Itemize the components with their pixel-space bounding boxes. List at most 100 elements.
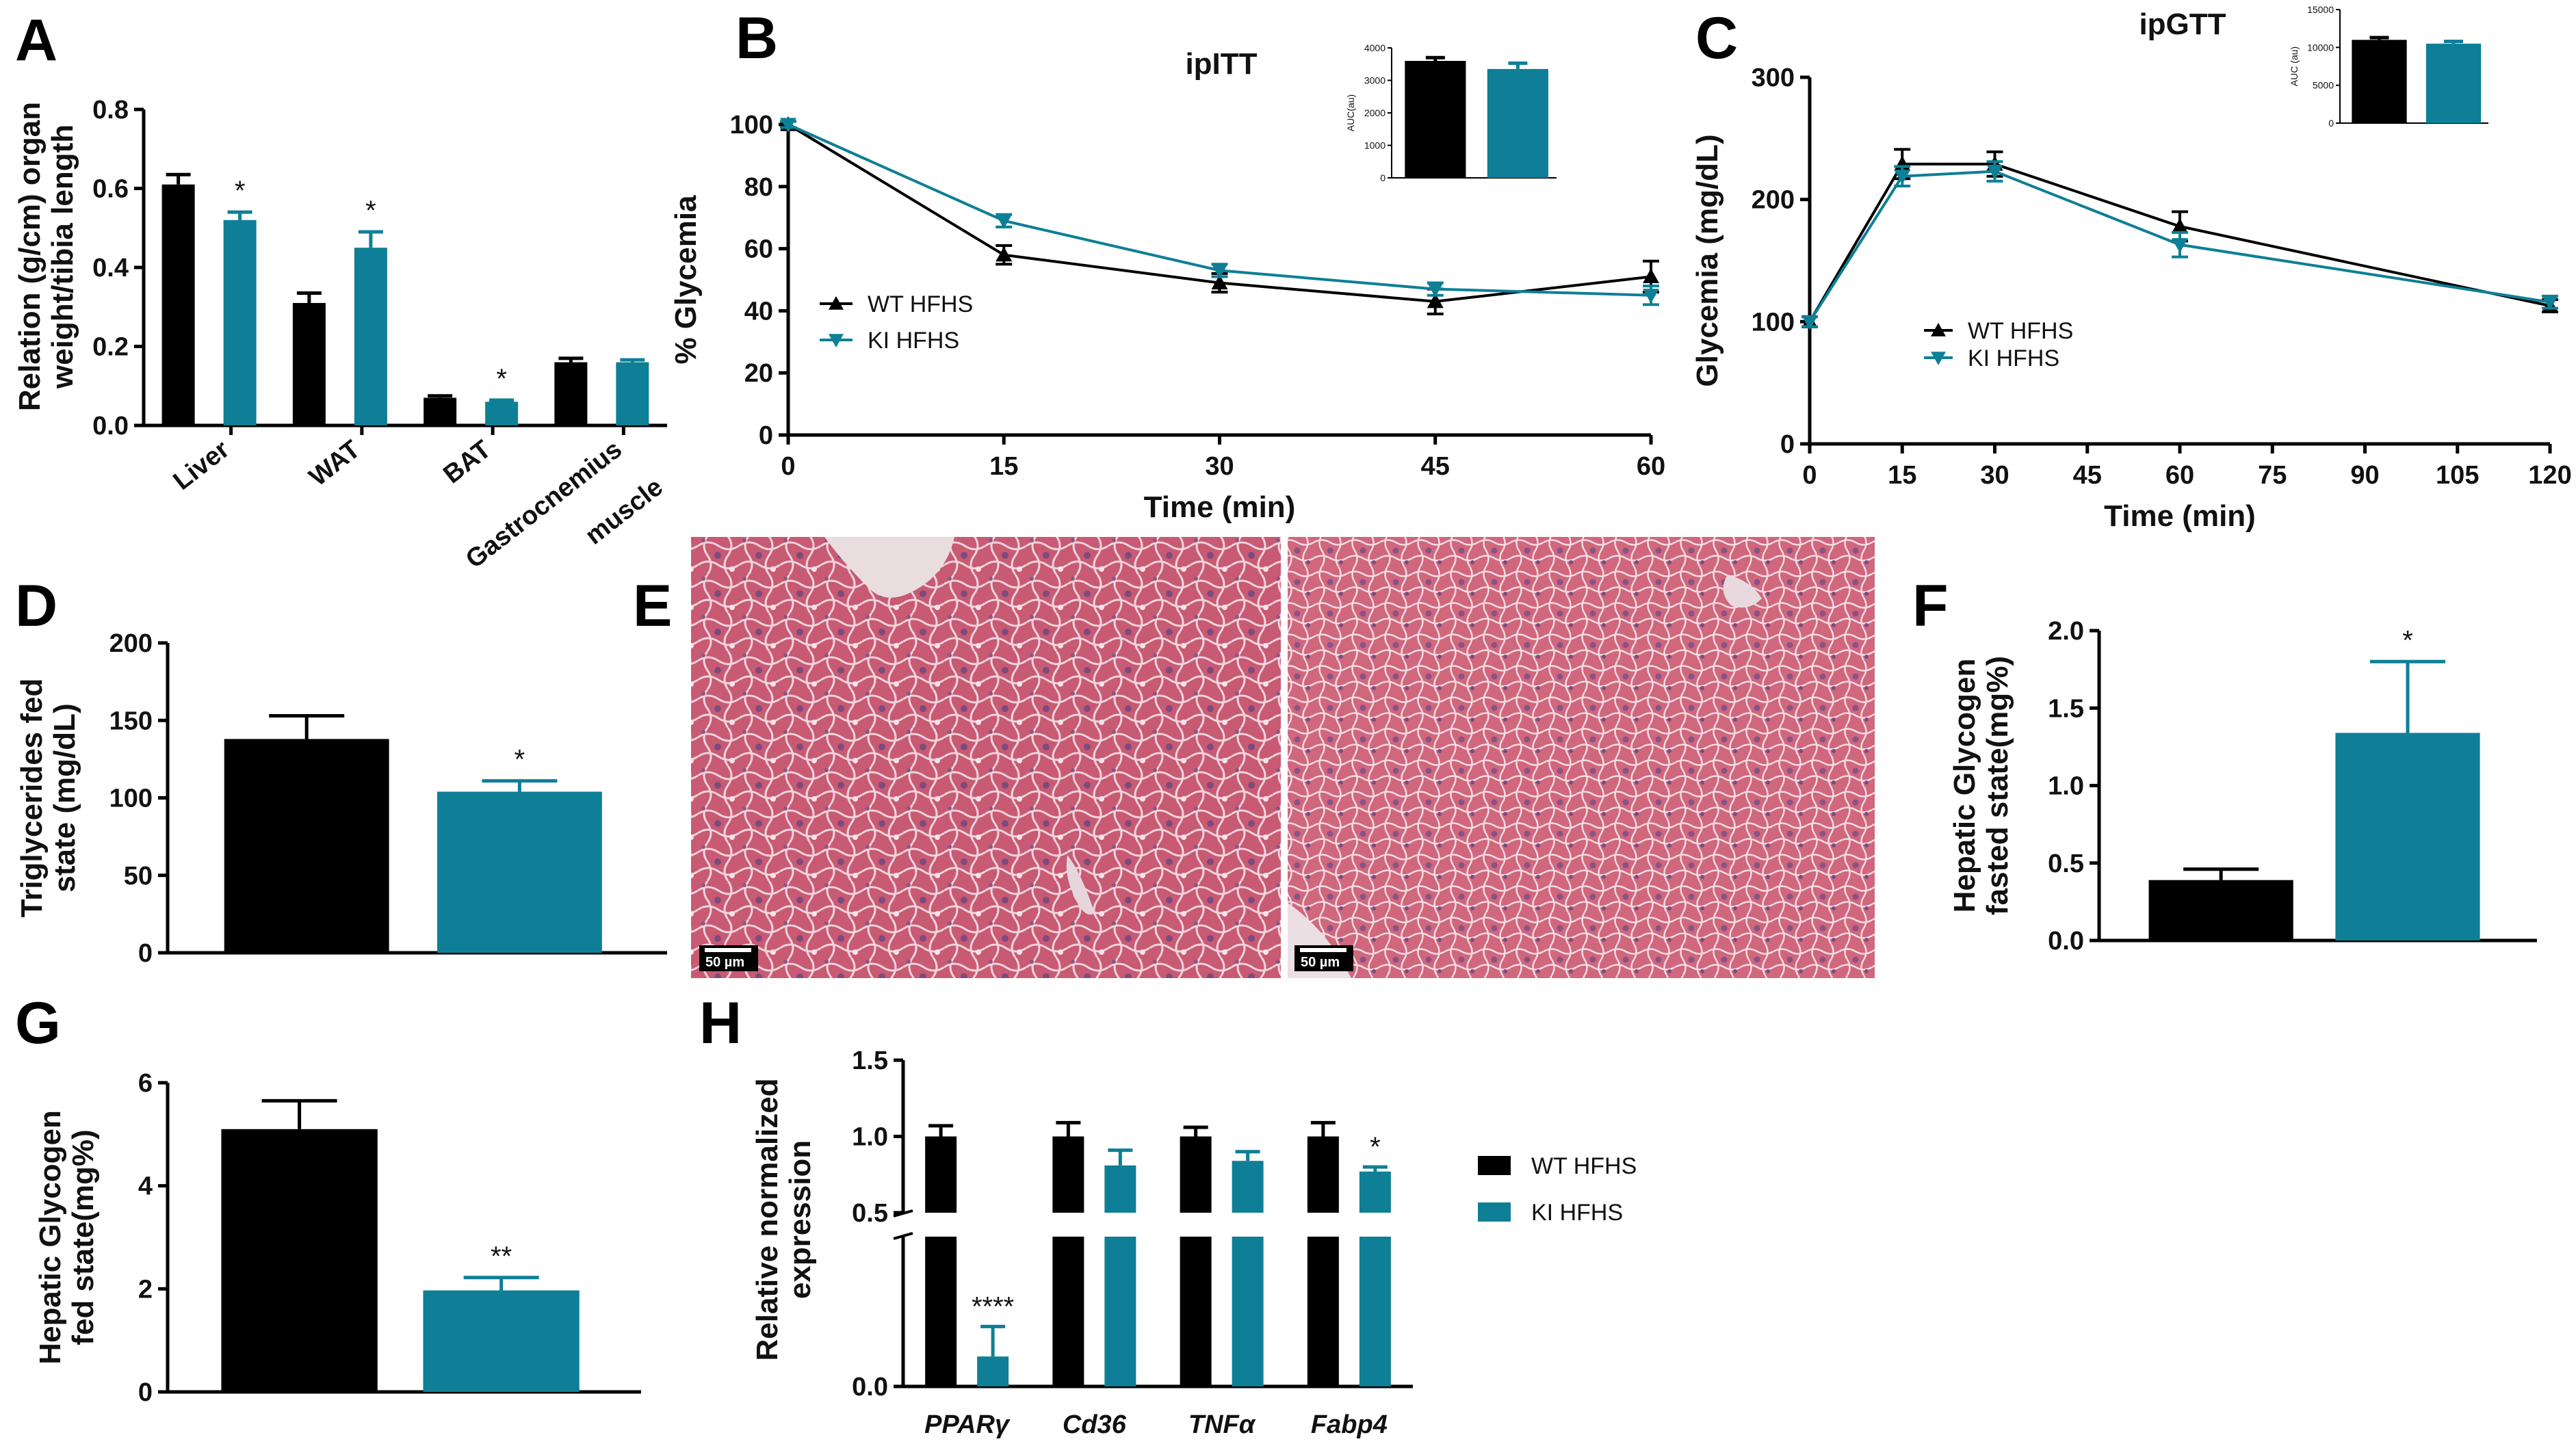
x-tick-label: Cd36 (1063, 1410, 1127, 1439)
data-point-1-2 (1986, 164, 2003, 180)
bar-3-0 (554, 362, 588, 425)
data-point-1-1 (996, 214, 1013, 229)
y-tick-label: 0.0 (852, 1373, 888, 1401)
legend-label-0: WT HFHS (868, 291, 973, 317)
panel-label-g: G (15, 990, 61, 1056)
svg-text:E: E (633, 573, 672, 639)
micrograph-ki-vessel (1723, 575, 1762, 608)
y-axis-title: weight/tibia length (46, 124, 79, 389)
y-tick-label: 100 (109, 785, 153, 813)
panel-label-c: C (1695, 5, 1738, 71)
data-point-0-1 (996, 246, 1013, 262)
svg-text:D: D (15, 573, 57, 639)
y-tick-label: 0.8 (92, 96, 129, 124)
legend-label-1: KI HFHS (1968, 345, 2059, 371)
panel-label-d: D (15, 573, 57, 639)
bar-0 (224, 739, 389, 953)
bar-1 (423, 1290, 580, 1392)
bar-upper-3-0 (1307, 1136, 1339, 1213)
x-tick-label: Fabp4 (1311, 1410, 1388, 1439)
y-tick-label: 40 (744, 297, 773, 326)
y-tick-label: 0.0 (2048, 927, 2084, 956)
bar-1 (437, 791, 602, 953)
significance-star: ** (491, 1241, 512, 1272)
legend-marker-0 (1931, 323, 1946, 337)
data-point-1-4 (1643, 289, 1659, 304)
legend-label-0: WT HFHS (1968, 318, 2073, 344)
y-axis-title: fasted state(mg%) (1981, 656, 2014, 915)
y-axis-title: fed state(mg%) (66, 1129, 100, 1345)
svg-text:B: B (736, 5, 778, 71)
chart-title: ipGTT (2139, 8, 2226, 41)
axis-break-mark-2 (893, 1232, 913, 1240)
bar-lower-2-0 (1180, 1237, 1212, 1386)
chart-glycogen-fed: Hepatic Glycogen fed state(mg%) 0 2 4 6 ** (34, 1069, 641, 1407)
panel-label-f: F (1912, 573, 1949, 639)
y-tick-label: 200 (1752, 186, 1795, 215)
y-tick-label: 60 (744, 235, 773, 264)
y-tick-label: 80 (744, 173, 773, 202)
inset-bar-1 (2425, 43, 2482, 123)
y-axis-title: Hepatic Glycogen (1948, 659, 1981, 913)
bar-0-0 (161, 184, 195, 425)
x-tick-label: 120 (2528, 461, 2571, 490)
y-tick-label: 0.5 (2048, 850, 2084, 878)
bar-2-0 (424, 397, 457, 425)
svg-text:G: G (15, 990, 61, 1056)
y-tick-label: 1.0 (852, 1123, 888, 1152)
x-tick-label: PPARγ (924, 1410, 1011, 1439)
y-tick-label: 100 (730, 111, 773, 140)
y-axis-title: Glycemia (mg/dL) (1691, 134, 1724, 386)
data-point-1-1 (1894, 170, 1911, 185)
bar-lower-0-1 (977, 1356, 1009, 1386)
significance-star: * (2402, 625, 2413, 655)
y-tick-label: 0 (138, 939, 153, 968)
y-tick-label: 2 (138, 1275, 153, 1304)
svg-text:C: C (1695, 5, 1738, 71)
bar-lower-0-0 (925, 1237, 957, 1386)
y-tick-label: 0 (759, 421, 773, 450)
y-tick-label: 0.5 (852, 1199, 888, 1228)
x-tick-label: BAT (438, 435, 496, 489)
bar-lower-3-0 (1307, 1237, 1339, 1386)
y-tick-label: 0.2 (92, 333, 129, 362)
panel-label-b: B (736, 5, 778, 71)
scale-bar-ki-label: 50 µm (1301, 955, 1340, 970)
bar-1-1 (354, 248, 387, 425)
x-axis-title: Time (min) (1144, 490, 1296, 524)
data-point-1-3 (1427, 282, 1444, 298)
inset-bar-0 (2352, 40, 2407, 124)
auc-inset: 0 5000 10000 15000 AUC (au) (2289, 4, 2488, 129)
bar-lower-3-1 (1359, 1237, 1391, 1386)
y-tick-label: 100 (1752, 308, 1795, 337)
data-point-1-2 (1211, 263, 1228, 279)
y-axis-title: expression (783, 1140, 817, 1299)
y-tick-label: 50 (124, 862, 153, 891)
bar-upper-2-1 (1232, 1161, 1264, 1213)
x-tick-label: 105 (2436, 461, 2479, 490)
bar-lower-1-0 (1052, 1237, 1084, 1386)
bar-upper-1-0 (1052, 1136, 1084, 1213)
data-point-0-4 (1643, 268, 1659, 284)
legend-swatch-1 (1478, 1202, 1511, 1222)
histology-micrographs: 50 µm 50 µm (691, 537, 1875, 978)
chart-gene-expression: Relative normalized expression 0.0 0.5 1.0 1.… (751, 1046, 1637, 1439)
legend-label-1: KI HFHS (1531, 1200, 1623, 1226)
inset-tick-label: 4000 (1364, 42, 1385, 53)
legend-label-0: WT HFHS (1531, 1153, 1637, 1179)
legend-swatch-0 (1478, 1156, 1511, 1175)
y-tick-label: 4 (138, 1172, 153, 1201)
bar-0 (2148, 880, 2293, 940)
y-tick-label: 2.0 (2048, 617, 2084, 646)
legend-marker-0 (829, 296, 844, 310)
scale-bar-wt: 50 µm (699, 945, 758, 971)
x-tick-label: 60 (1637, 452, 1665, 481)
bar-2-1 (485, 402, 519, 425)
inset-tick-label: 10000 (2307, 42, 2334, 53)
y-axis-title: Relative normalized (751, 1078, 784, 1360)
significance-star: * (235, 176, 246, 206)
y-tick-label: 200 (109, 629, 153, 658)
data-point-1-0 (1801, 315, 1818, 330)
